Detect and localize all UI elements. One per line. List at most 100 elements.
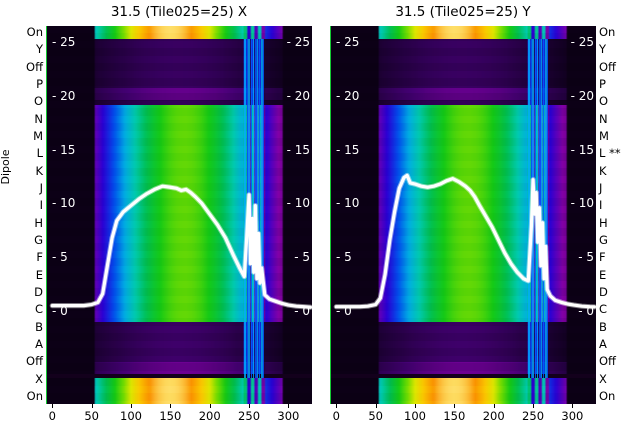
inner-y-tick-label: - 0 [294,304,310,318]
x-tick [414,404,416,408]
inner-y-tick-label: - 15 [286,142,310,157]
x-tick-label: 150 [443,409,466,423]
heatmap-row-band [330,100,596,105]
category-tick-label: Off [599,354,616,369]
category-tick-label: Y [599,42,607,57]
category-tick-label: N [599,111,608,126]
heatmap-row-band [46,26,312,39]
x-tick-label: 50 [368,409,383,423]
x-tick [375,404,377,408]
category-tick-label: J [599,181,603,195]
category-tick-label: A [599,337,607,351]
inner-y-tick-label: - 5 [294,250,310,265]
x-tick-label: 200 [482,409,505,423]
category-tick-label: B [35,319,43,334]
category-tick-label: D [34,285,43,299]
x-axis-left: 0 50 100 150 200 250 300 [46,404,312,438]
x-tick [249,404,251,408]
inner-y-tick-label: - 0 [578,304,594,318]
category-tick-label: L ** [599,146,621,161]
x-tick-label: 300 [277,409,300,423]
category-tick-label: C [599,302,608,317]
inner-y-tick-label: - 5 [336,250,352,265]
x-tick [209,404,211,408]
category-tick-label: P [36,77,43,91]
category-tick-label: G [599,233,608,247]
inner-y-tick-label: - 5 [578,250,594,265]
inner-y-tick-label: - 25 [570,35,594,49]
category-tick-label: Off [26,59,43,74]
inner-y-tick-label: - 0 [336,304,352,318]
category-tick-label: X [35,371,43,386]
panel-left-edge [46,26,47,404]
heatmap-row-band [330,105,596,322]
heatmap-row-band [330,26,596,39]
category-tick-label: I [599,198,603,213]
x-tick-label: 0 [48,409,56,423]
inner-y-tick-label: - 20 [336,88,360,103]
category-tick-label: O [599,94,609,109]
heatmap-row-band [330,39,596,88]
category-tick-label: G [34,233,43,247]
x-tick [130,404,132,408]
heatmap-row-band [46,39,312,88]
y-tick-labels-left: On Y Off P O N M L K J I H G F E D C B A Off X On [0,26,43,404]
category-tick-label: On [26,389,43,403]
inner-y-tick-label: - 25 [52,35,76,49]
category-tick-label: F [599,250,606,265]
panel-right-edge [330,26,331,404]
x-tick-label: 250 [522,409,545,423]
panel-title-left: 31.5 (Tile025=25) X [110,4,248,20]
category-tick-label: O [33,94,43,109]
category-tick-label: J [39,181,43,195]
category-tick-label: I [39,198,43,213]
heatmap-row-band [46,105,312,322]
x-tick [288,404,290,408]
x-tick [493,404,495,408]
category-tick-label: C [34,302,43,317]
category-tick-label: M [33,129,43,143]
x-tick-label: 50 [84,409,99,423]
x-tick [52,404,54,408]
x-tick [454,404,456,408]
heatmap-panel-x[interactable]: - 25 - 20 - 15 - 10 - 5 - 0 - 25 - 20 - 15 - 10 - … [46,26,312,404]
category-tick-label: E [35,267,43,282]
x-tick [91,404,93,408]
heatmap-row-band [330,88,596,100]
category-tick-label: P [599,77,606,91]
inner-y-tick-label: - 0 [52,304,68,318]
inner-y-tick-label: - 10 [570,196,594,211]
category-tick-label: On [599,389,616,403]
category-tick-label: K [599,163,607,178]
inner-y-tick-label: - 15 [52,142,76,157]
category-tick-label: On [599,25,616,39]
category-tick-label: X [599,371,607,386]
category-tick-label: K [35,163,43,178]
category-tick-label: Y [35,42,43,57]
category-tick-label: N [34,111,43,126]
category-tick-label: Off [599,59,616,74]
heatmap-row-band [46,100,312,105]
x-tick-label: 100 [120,409,142,423]
x-tick [336,404,338,408]
heatmap-row-band [330,362,596,374]
heatmap-row-band [330,378,596,404]
x-tick-label: 0 [332,409,340,423]
x-tick-label: 250 [238,409,261,423]
heatmap-row-band [330,322,596,362]
x-tick [170,404,172,408]
x-tick [572,404,574,408]
inner-y-tick-label: - 15 [570,142,594,157]
inner-y-tick-label: - 25 [336,35,360,49]
category-tick-label: L [36,146,43,161]
inner-y-tick-label: - 20 [286,88,310,103]
category-tick-label: F [36,250,43,265]
heatmap-panel-y[interactable]: - 25 - 20 - 15 - 10 - 5 - 0 - 25 - 20 - 15 - 10 - … [330,26,596,404]
category-tick-label: A [35,337,43,351]
x-tick-label: 300 [561,409,584,423]
heatmap-row-band [46,88,312,100]
inner-y-tick-label: - 10 [52,196,76,211]
heatmap-image-x [46,26,312,404]
category-tick-label: Off [26,354,43,369]
